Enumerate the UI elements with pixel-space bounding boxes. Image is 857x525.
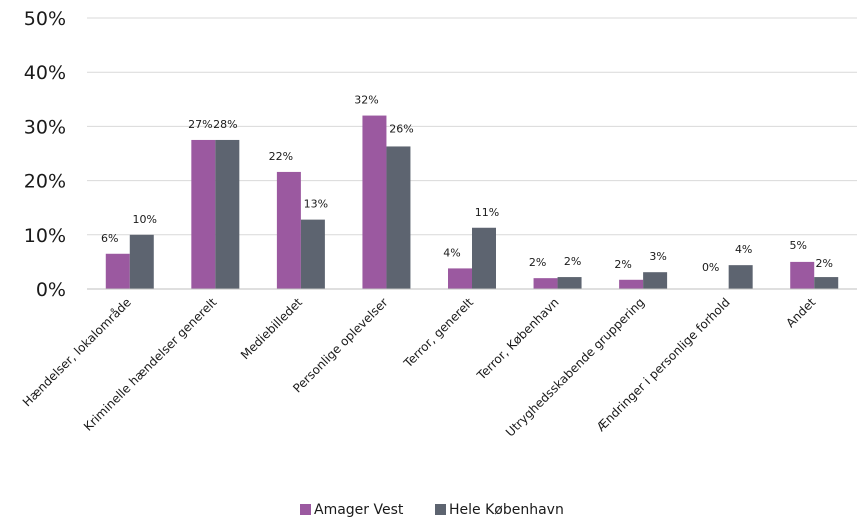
data-label: 13%	[304, 198, 328, 211]
data-label: 22%	[269, 150, 293, 163]
data-label: 5%	[789, 239, 806, 252]
bar-amager-vest	[276, 171, 301, 289]
bar-hele-koebenhavn	[557, 277, 582, 289]
data-label: 2%	[815, 257, 832, 270]
data-label: 6%	[101, 232, 118, 245]
legend: Amager Vest Hele København	[300, 502, 564, 518]
bar-hele-koebenhavn	[386, 146, 411, 289]
bar-hele-koebenhavn	[215, 139, 240, 289]
y-tick-label: 40%	[24, 62, 66, 84]
y-axis: 0% 10% 20% 30% 40% 50%	[24, 8, 66, 301]
bar-amager-vest	[191, 139, 216, 289]
data-label: 0%	[702, 261, 719, 274]
data-label: 2%	[529, 256, 546, 269]
x-tick-label: Utryghedsskabende gruppering	[503, 295, 647, 439]
bar-amager-vest	[619, 279, 644, 289]
legend-swatch	[300, 504, 311, 515]
data-label: 27%	[188, 118, 212, 131]
bars	[105, 115, 839, 289]
y-tick-label: 50%	[24, 8, 66, 30]
y-tick-label: 30%	[24, 116, 66, 138]
bar-amager-vest	[790, 261, 815, 289]
x-tick-label: Ændringer i personlige forhold	[594, 295, 733, 434]
data-label: 4%	[735, 243, 752, 256]
x-tick-label: Terror, København	[474, 295, 562, 383]
legend-label: Hele København	[449, 502, 564, 518]
bar-hele-koebenhavn	[643, 272, 668, 289]
data-label: 32%	[354, 94, 378, 107]
x-tick-label: Mediebilledet	[238, 295, 305, 362]
x-tick-label: Andet	[783, 295, 818, 330]
x-tick-label: Terror, generelt	[400, 295, 476, 371]
data-label: 2%	[614, 258, 631, 271]
y-tick-label: 20%	[24, 171, 66, 193]
bar-amager-vest	[448, 268, 472, 289]
data-label: 3%	[649, 250, 666, 263]
bar-hele-koebenhavn	[472, 227, 496, 289]
y-tick-label: 10%	[24, 225, 66, 247]
y-tick-label: 0%	[36, 279, 66, 301]
legend-label: Amager Vest	[314, 502, 404, 518]
data-label: 2%	[564, 255, 581, 268]
data-label: 26%	[389, 122, 413, 135]
x-tick-label: Kriminelle hændelser generelt	[81, 295, 220, 434]
bar-hele-koebenhavn	[728, 265, 753, 289]
bar-hele-koebenhavn	[814, 277, 839, 289]
bar-amager-vest	[105, 253, 130, 289]
data-label: 11%	[475, 206, 499, 219]
data-label: 4%	[443, 246, 460, 259]
bar-amager-vest	[533, 278, 558, 289]
legend-swatch	[435, 504, 446, 515]
data-label: 28%	[213, 118, 237, 131]
x-tick-label: Personlige oplevelser	[290, 295, 390, 395]
bar-amager-vest	[362, 115, 387, 289]
bar-hele-koebenhavn	[300, 219, 325, 289]
bar-hele-koebenhavn	[129, 234, 154, 289]
data-labels: 6% 10% 27% 28% 22% 13% 32% 26% 4% 11% 2% 2% 2% 3% 0% 4%…	[101, 94, 833, 274]
data-label: 10%	[133, 213, 157, 226]
